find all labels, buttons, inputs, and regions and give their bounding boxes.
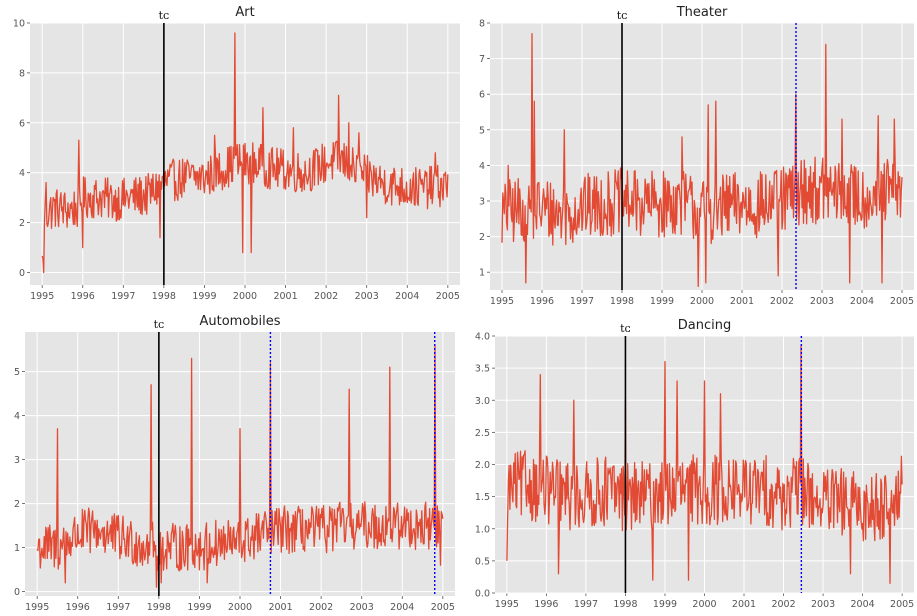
dancing-x-tick-label: 2000 [692, 599, 716, 610]
theater-y-tick-label: 6 [479, 90, 485, 101]
theater-x-tick-label: 1998 [610, 296, 634, 307]
automobiles-x-tick-label: 1997 [106, 602, 130, 613]
automobiles-y-tick-label: 1 [14, 543, 20, 554]
dancing-x-tick-label: 2004 [851, 599, 875, 610]
automobiles-change-point-label: tᴄ [154, 318, 165, 331]
theater-x-tick-label: 1995 [490, 296, 514, 307]
art-x-tick-label: 1998 [152, 291, 176, 302]
art-x-tick-label: 2001 [273, 291, 297, 302]
art-x-tick-label: 1997 [111, 291, 135, 302]
theater-y-tick-label: 5 [479, 125, 485, 136]
art-x-tick-label: 1999 [192, 291, 216, 302]
dancing-y-tick-label: 4.0 [475, 332, 490, 343]
automobiles-x-tick-label: 2005 [431, 602, 455, 613]
automobiles-chart-title: Automobiles [199, 314, 280, 329]
theater-x-tick-label: 2005 [890, 296, 914, 307]
theater-x-tick-label: 1999 [650, 296, 674, 307]
dancing-y-tick-label: 0.0 [475, 589, 490, 600]
automobiles-chart: 1995 1996 1997 1998 1999 2000 2001 2002 2003 2004… [14, 314, 455, 613]
theater-x-tick-label: 2002 [770, 296, 794, 307]
dancing-chart: 1995 1996 1997 1998 1999 2000 2001 2002 2003 2004… [475, 318, 914, 610]
dancing-x-tick-label: 1997 [574, 599, 598, 610]
art-change-point-label: tᴄ [159, 9, 170, 22]
automobiles-x-tick-label: 1996 [66, 602, 90, 613]
theater-chart-title: Theater [676, 5, 728, 20]
theater-x-tick-label: 2003 [810, 296, 834, 307]
automobiles-x-tick-label: 2002 [309, 602, 333, 613]
automobiles-x-tick-label: 2000 [228, 602, 252, 613]
dancing-x-tick-label: 2001 [732, 599, 756, 610]
dancing-y-tick-label: 3.5 [475, 364, 490, 375]
automobiles-y-tick-label: 0 [14, 587, 20, 598]
dancing-y-tick-label: 2.0 [475, 460, 490, 471]
dancing-x-tick-label: 2003 [811, 599, 835, 610]
art-chart-title: Art [235, 5, 254, 20]
theater-change-point-label: tᴄ [617, 9, 628, 22]
theater-y-tick-label: 4 [479, 161, 485, 172]
theater-y-tick-label: 2 [479, 232, 485, 243]
automobiles-y-tick-label: 2 [14, 499, 20, 510]
dancing-x-tick-label: 2002 [771, 599, 795, 610]
dancing-x-tick-label: 1998 [613, 599, 637, 610]
automobiles-x-tick-label: 2001 [268, 602, 292, 613]
dancing-x-tick-label: 1999 [653, 599, 677, 610]
art-y-tick-label: 4 [19, 168, 25, 179]
dancing-x-tick-label: 1996 [534, 599, 558, 610]
art-x-tick-label: 2002 [314, 291, 338, 302]
theater-y-tick-label: 3 [479, 197, 485, 208]
art-x-tick-label: 1996 [71, 291, 95, 302]
dancing-y-tick-label: 2.5 [475, 428, 490, 439]
dancing-y-tick-label: 3.0 [475, 396, 490, 407]
art-y-tick-label: 2 [19, 218, 25, 229]
theater-chart: 1995 1996 1997 1998 1999 2000 2001 2002 2003 2004… [479, 5, 914, 307]
theater-x-tick-label: 2001 [730, 296, 754, 307]
theater-x-tick-label: 1997 [570, 296, 594, 307]
automobiles-y-tick-label: 5 [14, 367, 20, 378]
theater-x-tick-label: 1996 [530, 296, 554, 307]
art-y-tick-label: 0 [19, 268, 25, 279]
art-x-tick-label: 1995 [30, 291, 54, 302]
theater-y-tick-label: 1 [479, 268, 485, 279]
automobiles-x-tick-label: 1999 [187, 602, 211, 613]
dancing-y-tick-label: 1.0 [475, 524, 490, 535]
art-y-tick-label: 6 [19, 118, 25, 129]
theater-x-tick-label: 2000 [690, 296, 714, 307]
automobiles-x-tick-label: 1998 [147, 602, 171, 613]
automobiles-x-tick-label: 1995 [25, 602, 49, 613]
art-chart: 1995 1996 1997 1998 1999 2000 2001 2002 2003 2004… [13, 5, 460, 302]
dancing-y-tick-label: 0.5 [475, 556, 490, 567]
automobiles-series-line [36, 344, 444, 588]
art-y-tick-label: 8 [19, 68, 25, 79]
dancing-x-tick-label: 2005 [890, 599, 914, 610]
automobiles-y-tick-label: 3 [14, 455, 20, 466]
theater-y-tick-label: 7 [479, 54, 485, 65]
theater-x-tick-label: 2004 [850, 296, 874, 307]
dancing-y-tick-label: 1.5 [475, 492, 490, 503]
art-x-tick-label: 2003 [355, 291, 379, 302]
dancing-x-tick-label: 1995 [495, 599, 519, 610]
theater-y-tick-label: 8 [479, 19, 485, 30]
theater-series-line [501, 33, 903, 288]
automobiles-x-tick-label: 2003 [350, 602, 374, 613]
automobiles-y-tick-label: 4 [14, 411, 20, 422]
dancing-chart-title: Dancing [678, 318, 731, 333]
art-x-tick-label: 2004 [395, 291, 419, 302]
dancing-series-line [506, 344, 903, 585]
art-x-tick-label: 2005 [436, 291, 460, 302]
art-x-tick-label: 2000 [233, 291, 257, 302]
art-series-line [41, 32, 449, 274]
art-y-tick-label: 10 [13, 19, 25, 30]
dancing-change-point-label: tᴄ [620, 322, 631, 335]
automobiles-x-tick-label: 2004 [390, 602, 414, 613]
